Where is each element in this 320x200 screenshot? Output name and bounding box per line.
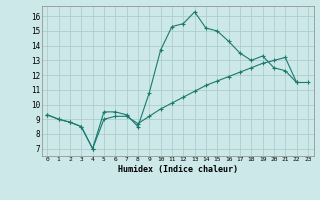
X-axis label: Humidex (Indice chaleur): Humidex (Indice chaleur)	[118, 165, 237, 174]
